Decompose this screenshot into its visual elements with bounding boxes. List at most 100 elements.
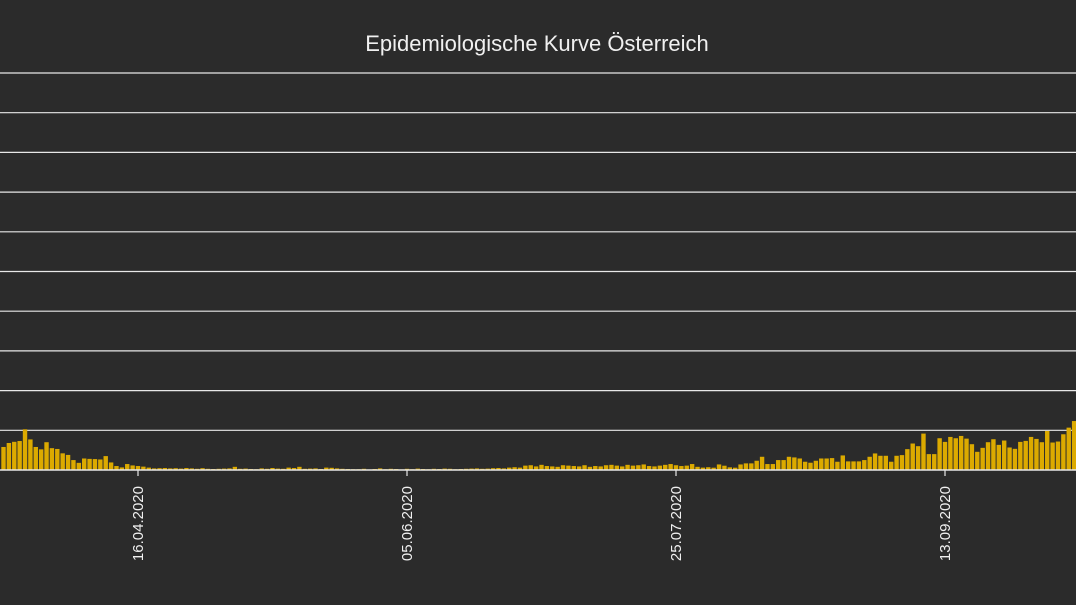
bar xyxy=(6,443,12,470)
bar xyxy=(706,467,711,470)
gridlines xyxy=(0,72,1076,431)
bar xyxy=(593,466,598,470)
bar xyxy=(173,468,178,470)
bar xyxy=(921,433,926,470)
bar xyxy=(297,466,302,470)
bar xyxy=(776,460,781,470)
bar xyxy=(1018,441,1023,470)
bar xyxy=(517,467,523,470)
bar xyxy=(609,464,614,470)
bar xyxy=(28,439,33,470)
bar xyxy=(550,466,555,470)
bar xyxy=(17,441,22,470)
bar xyxy=(200,468,205,470)
bar xyxy=(792,457,797,470)
bar xyxy=(958,435,964,470)
bar xyxy=(636,465,641,470)
bar xyxy=(1071,421,1076,470)
bar xyxy=(576,466,582,470)
bar xyxy=(732,467,738,470)
bar xyxy=(334,468,340,470)
bar xyxy=(587,466,593,470)
bar xyxy=(1066,427,1071,470)
bar xyxy=(641,464,646,470)
bar xyxy=(82,458,87,470)
bar xyxy=(700,467,706,470)
bar xyxy=(1,446,6,470)
bar xyxy=(749,463,754,470)
bar xyxy=(883,455,889,470)
bar xyxy=(948,436,953,470)
bar xyxy=(808,462,813,470)
bar xyxy=(905,449,910,470)
bar xyxy=(867,456,872,470)
bar xyxy=(684,465,689,470)
x-tick-label: 13.09.2020 xyxy=(937,486,954,561)
bar xyxy=(652,466,657,470)
bar xyxy=(313,468,318,470)
bar xyxy=(141,466,146,470)
bar xyxy=(646,466,652,470)
bar xyxy=(103,456,108,470)
bar xyxy=(12,441,17,470)
bar xyxy=(157,468,162,470)
bar xyxy=(114,466,119,470)
bar xyxy=(824,458,829,470)
bar xyxy=(119,467,125,470)
bar xyxy=(1028,436,1034,470)
bar xyxy=(1050,442,1055,470)
bar xyxy=(1001,440,1007,470)
bar xyxy=(286,467,291,470)
bar xyxy=(1023,440,1028,470)
bar xyxy=(716,464,722,470)
bar xyxy=(625,464,630,470)
bar xyxy=(942,441,948,470)
bar xyxy=(560,465,566,470)
bar xyxy=(722,465,727,470)
bar xyxy=(781,460,786,470)
x-tick-label: 16.04.2020 xyxy=(130,486,147,561)
x-tick-label: 25.07.2020 xyxy=(668,486,685,561)
bar xyxy=(523,465,528,470)
bar xyxy=(813,460,819,470)
bar xyxy=(184,468,189,470)
bar xyxy=(786,456,792,470)
bar xyxy=(759,456,765,470)
bar xyxy=(38,449,44,470)
bar xyxy=(146,467,151,470)
bar xyxy=(92,459,98,470)
bar xyxy=(598,466,603,470)
bar xyxy=(108,462,114,470)
bar xyxy=(673,465,679,470)
bar xyxy=(969,444,975,470)
bar xyxy=(135,466,141,470)
bar xyxy=(915,446,921,470)
bar xyxy=(1039,442,1045,470)
bar xyxy=(964,438,969,470)
bar xyxy=(168,468,173,470)
bar xyxy=(765,464,770,470)
bar xyxy=(711,467,716,470)
bar xyxy=(932,454,937,470)
bar xyxy=(770,464,776,470)
bar xyxy=(937,438,942,470)
bar xyxy=(55,448,60,470)
bar xyxy=(501,468,507,470)
bar xyxy=(377,468,383,470)
bar xyxy=(926,454,932,470)
bar xyxy=(1012,448,1018,470)
bar xyxy=(996,444,1001,470)
bar xyxy=(953,438,958,470)
bar xyxy=(738,464,743,470)
bar xyxy=(835,461,840,470)
bar xyxy=(33,446,38,470)
bar xyxy=(899,455,905,470)
bar xyxy=(87,458,92,470)
bar xyxy=(797,458,802,470)
bar xyxy=(657,465,663,470)
bar xyxy=(862,460,867,470)
bar xyxy=(1045,430,1050,470)
bar xyxy=(889,461,894,470)
bar xyxy=(130,465,135,470)
